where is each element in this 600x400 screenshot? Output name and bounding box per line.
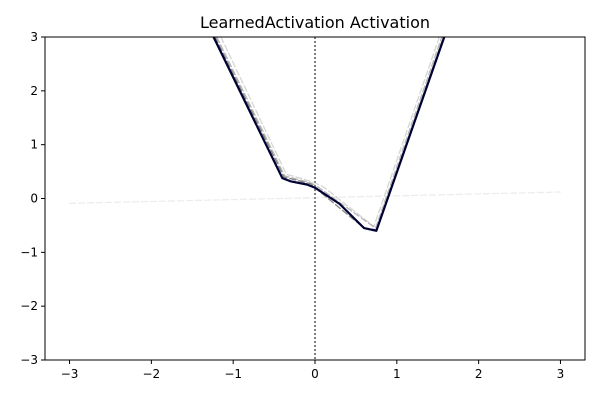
x-tick-label: −1	[224, 367, 242, 381]
series-group	[68, 37, 562, 360]
y-tick-label: 0	[30, 192, 38, 206]
y-tick-label: −3	[20, 353, 38, 367]
y-tick-label: −1	[20, 245, 38, 259]
series-line-0	[68, 191, 562, 204]
x-tick-label: −3	[61, 367, 79, 381]
x-tick-label: 1	[393, 367, 401, 381]
y-tick-label: 2	[30, 84, 38, 98]
axes: −3 −2 −1 0 1 2 3 −3 −2 −1 0 1 2 3	[20, 30, 586, 381]
y-tick-label: 1	[30, 138, 38, 152]
series-line-2	[216, 37, 443, 229]
plot-area	[68, 37, 562, 360]
series-line-4	[212, 37, 446, 232]
x-tick-label: 3	[557, 367, 565, 381]
chart-title: LearnedActivation Activation	[200, 13, 430, 32]
y-tick-label: −2	[20, 299, 38, 313]
series-line-3	[214, 37, 445, 231]
x-tick-label: 2	[475, 367, 483, 381]
x-tick-label: −2	[143, 367, 161, 381]
series-line-1	[220, 37, 441, 228]
x-tick-label: 0	[311, 367, 319, 381]
y-tick-label: 3	[30, 30, 38, 44]
